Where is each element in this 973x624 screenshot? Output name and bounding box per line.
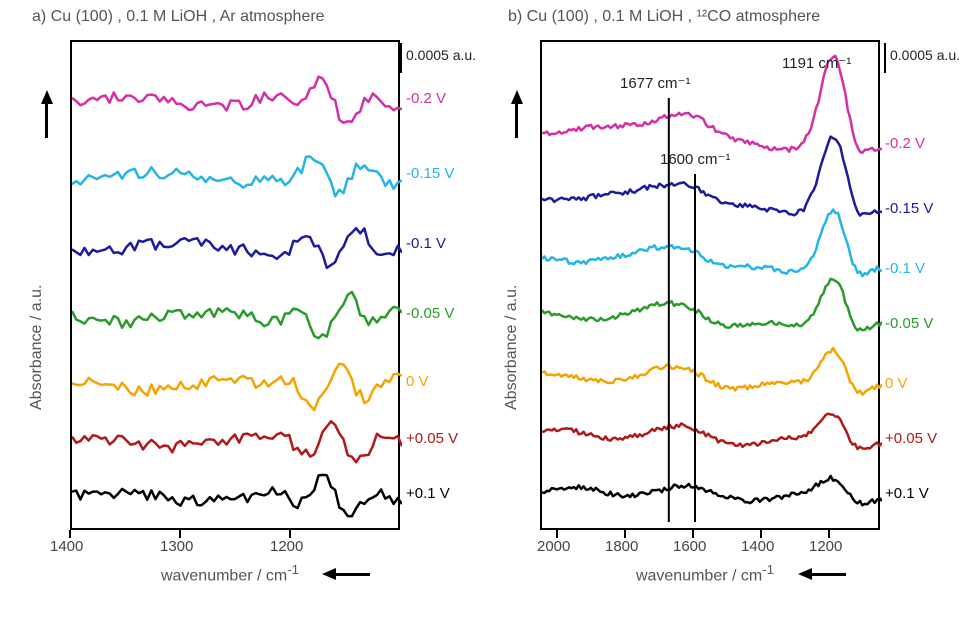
up-arrow-shaft-a: [45, 102, 48, 138]
plot-area-b: [540, 40, 880, 530]
x-axis-label-a: wavenumber / cm-1: [130, 562, 330, 585]
peak-annotation: 1677 cm⁻¹: [620, 74, 690, 92]
x-tick-a: 1400: [50, 538, 83, 555]
peak-annotation: 1600 cm⁻¹: [660, 150, 730, 168]
x-tick-b: 1400: [741, 538, 774, 555]
series-label-b: -0.1 V: [885, 260, 925, 277]
series-label-a: -0.1 V: [406, 235, 446, 252]
x-tick-a: 1200: [270, 538, 303, 555]
panel-b-title: b) Cu (100) , 0.1 M LiOH , ¹²CO atmosphe…: [508, 8, 820, 26]
x-tick-b: 1800: [605, 538, 638, 555]
series-label-a: 0 V: [406, 373, 429, 390]
x-axis-text-a: wavenumber / cm: [161, 567, 287, 584]
x-tick-b: 1200: [809, 538, 842, 555]
series-label-b: -0.05 V: [885, 315, 933, 332]
scale-bar-label-a: 0.0005 a.u.: [406, 47, 476, 63]
panel-a-title: a) Cu (100) , 0.1 M LiOH , Ar atmosphere: [32, 8, 325, 26]
x-axis-text-b: wavenumber / cm: [636, 567, 762, 584]
series-label-b: 0 V: [885, 375, 908, 392]
up-arrow-shaft-b: [515, 102, 518, 138]
x-axis-label-b: wavenumber / cm-1: [605, 562, 805, 585]
left-arrow-head-b: [798, 568, 812, 580]
x-tick-a: 1300: [160, 538, 193, 555]
left-arrow-head-a: [322, 568, 336, 580]
series-label-b: +0.05 V: [885, 430, 937, 447]
series-label-b: -0.2 V: [885, 135, 925, 152]
x-tick-b: 2000: [537, 538, 570, 555]
series-svg-b: [542, 42, 882, 532]
series-label-a: +0.05 V: [406, 430, 458, 447]
series-label-a: -0.15 V: [406, 165, 454, 182]
left-arrow-shaft-a: [334, 573, 370, 576]
x-tick-b: 1600: [673, 538, 706, 555]
x-axis-sup-a: -1: [287, 562, 299, 577]
series-label-b: +0.1 V: [885, 485, 929, 502]
up-arrow-head-b: [511, 90, 523, 104]
scale-bar-a: [400, 43, 402, 73]
y-axis-label-b: Absorbance / a.u.: [503, 285, 521, 410]
scale-bar-label-b: 0.0005 a.u.: [890, 47, 960, 63]
series-label-a: +0.1 V: [406, 485, 450, 502]
peak-annotation: 1191 cm⁻¹: [782, 54, 851, 72]
y-axis-label-a: Absorbance / a.u.: [28, 285, 46, 410]
left-arrow-shaft-b: [810, 573, 846, 576]
series-label-b: -0.15 V: [885, 200, 933, 217]
series-label-a: -0.2 V: [406, 90, 446, 107]
up-arrow-head-a: [41, 90, 53, 104]
x-axis-sup-b: -1: [762, 562, 774, 577]
scale-bar-b: [884, 43, 886, 73]
plot-area-a: [70, 40, 400, 530]
series-svg-a: [72, 42, 402, 532]
figure-root: a) Cu (100) , 0.1 M LiOH , Ar atmosphere…: [0, 0, 973, 624]
series-label-a: -0.05 V: [406, 305, 454, 322]
